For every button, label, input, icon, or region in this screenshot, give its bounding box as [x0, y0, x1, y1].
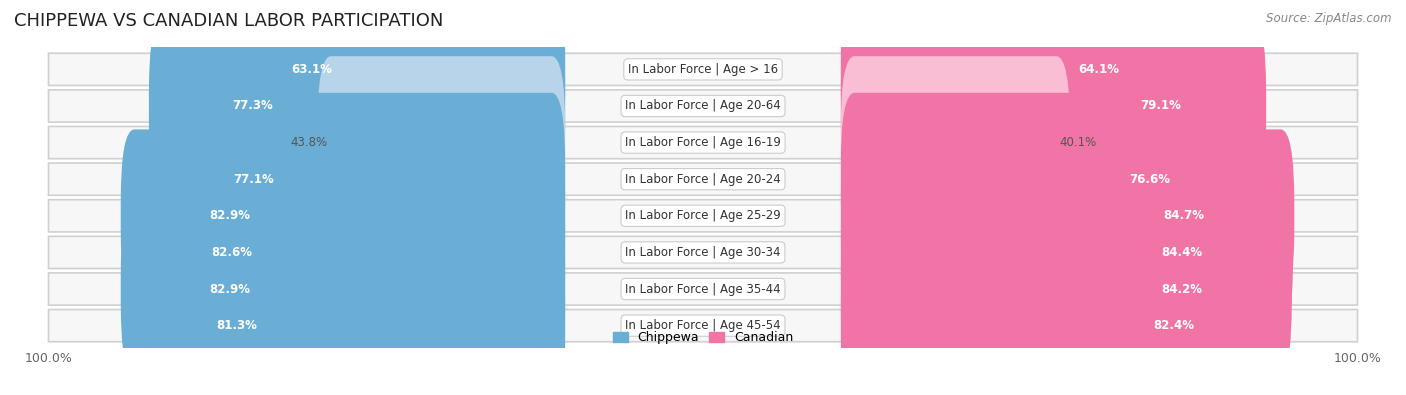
Text: In Labor Force | Age 35-44: In Labor Force | Age 35-44 — [626, 282, 780, 295]
FancyBboxPatch shape — [841, 56, 1070, 229]
Text: 77.1%: 77.1% — [233, 173, 274, 186]
FancyBboxPatch shape — [221, 0, 565, 156]
FancyBboxPatch shape — [121, 203, 565, 375]
Text: In Labor Force | Age 20-64: In Labor Force | Age 20-64 — [626, 100, 780, 113]
Text: CHIPPEWA VS CANADIAN LABOR PARTICIPATION: CHIPPEWA VS CANADIAN LABOR PARTICIPATION — [14, 12, 443, 30]
Text: 76.6%: 76.6% — [1129, 173, 1170, 186]
Legend: Chippewa, Canadian: Chippewa, Canadian — [613, 331, 793, 344]
Text: In Labor Force | Age 25-29: In Labor Force | Age 25-29 — [626, 209, 780, 222]
FancyBboxPatch shape — [841, 20, 1267, 192]
FancyBboxPatch shape — [48, 90, 1358, 122]
FancyBboxPatch shape — [841, 0, 1191, 156]
Text: In Labor Force | Age 45-54: In Labor Force | Age 45-54 — [626, 319, 780, 332]
FancyBboxPatch shape — [48, 126, 1358, 159]
Text: 84.7%: 84.7% — [1163, 209, 1204, 222]
FancyBboxPatch shape — [149, 20, 565, 192]
Text: 81.3%: 81.3% — [217, 319, 257, 332]
Text: 82.9%: 82.9% — [209, 209, 250, 222]
FancyBboxPatch shape — [121, 130, 565, 302]
FancyBboxPatch shape — [48, 163, 1358, 195]
Text: In Labor Force | Age 20-24: In Labor Force | Age 20-24 — [626, 173, 780, 186]
Text: Source: ZipAtlas.com: Source: ZipAtlas.com — [1267, 12, 1392, 25]
Text: 84.4%: 84.4% — [1161, 246, 1202, 259]
Text: 77.3%: 77.3% — [232, 100, 273, 113]
Text: 82.4%: 82.4% — [1153, 319, 1194, 332]
Text: In Labor Force | Age 30-34: In Labor Force | Age 30-34 — [626, 246, 780, 259]
FancyBboxPatch shape — [841, 203, 1292, 375]
Text: 43.8%: 43.8% — [291, 136, 328, 149]
FancyBboxPatch shape — [841, 166, 1292, 339]
FancyBboxPatch shape — [48, 236, 1358, 269]
Text: In Labor Force | Age 16-19: In Labor Force | Age 16-19 — [626, 136, 780, 149]
FancyBboxPatch shape — [841, 93, 1254, 265]
FancyBboxPatch shape — [150, 93, 565, 265]
FancyBboxPatch shape — [841, 130, 1295, 302]
Text: 82.6%: 82.6% — [211, 246, 252, 259]
FancyBboxPatch shape — [48, 310, 1358, 342]
FancyBboxPatch shape — [48, 53, 1358, 85]
Text: 63.1%: 63.1% — [291, 63, 332, 76]
FancyBboxPatch shape — [318, 56, 565, 229]
Text: 64.1%: 64.1% — [1078, 63, 1119, 76]
Text: 84.2%: 84.2% — [1161, 282, 1202, 295]
FancyBboxPatch shape — [841, 239, 1282, 395]
FancyBboxPatch shape — [48, 200, 1358, 232]
Text: 40.1%: 40.1% — [1060, 136, 1097, 149]
Text: 82.9%: 82.9% — [209, 282, 250, 295]
Text: In Labor Force | Age > 16: In Labor Force | Age > 16 — [628, 63, 778, 76]
FancyBboxPatch shape — [48, 273, 1358, 305]
Text: 79.1%: 79.1% — [1140, 100, 1181, 113]
FancyBboxPatch shape — [129, 239, 565, 395]
FancyBboxPatch shape — [122, 166, 565, 339]
